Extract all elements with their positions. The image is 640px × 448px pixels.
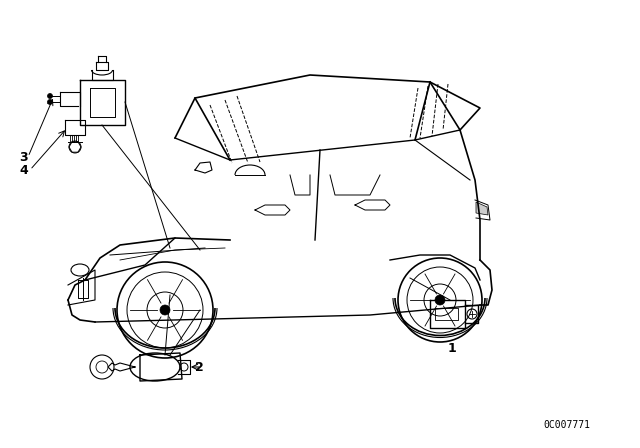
Polygon shape [476, 202, 488, 215]
Text: 2: 2 [195, 361, 204, 374]
Circle shape [47, 94, 52, 99]
Text: 0C007771: 0C007771 [543, 420, 590, 430]
Circle shape [435, 295, 445, 305]
Text: 1: 1 [447, 342, 456, 355]
Text: 4: 4 [19, 164, 28, 177]
Circle shape [47, 99, 52, 104]
Circle shape [160, 305, 170, 315]
Text: 3: 3 [19, 151, 28, 164]
